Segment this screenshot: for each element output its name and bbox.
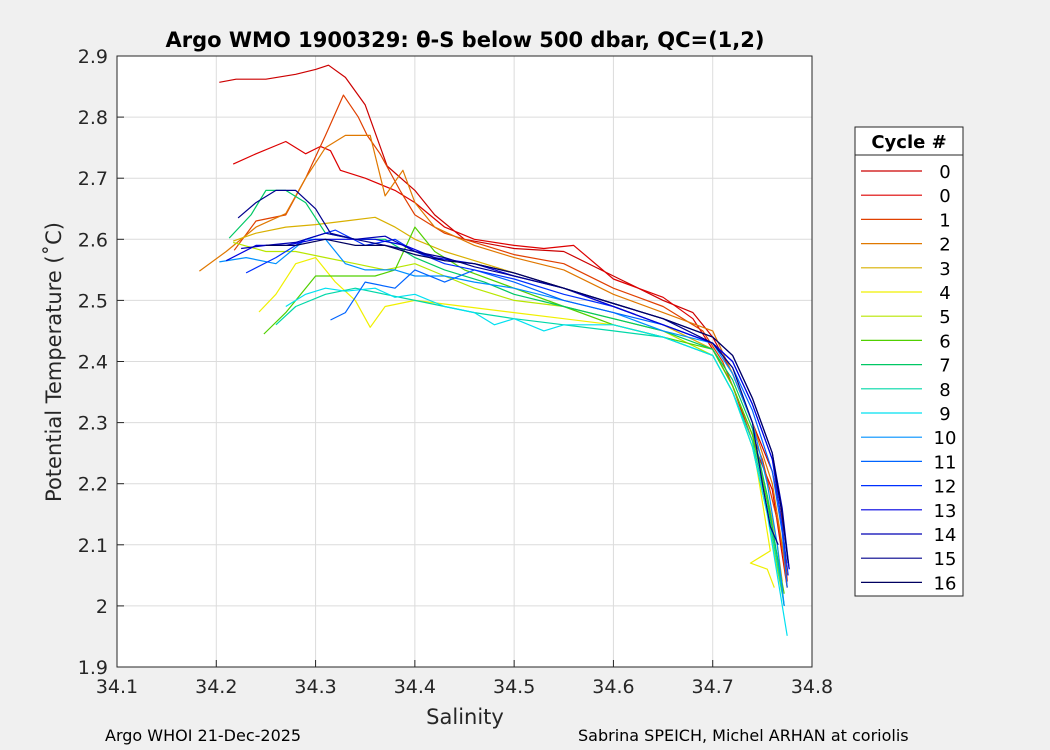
y-tick-label: 2.6 bbox=[78, 229, 108, 251]
x-tick-label: 34.4 bbox=[394, 676, 436, 698]
y-tick-label: 1.9 bbox=[78, 657, 108, 679]
legend-label: 12 bbox=[934, 477, 957, 498]
legend-label: 7 bbox=[939, 356, 950, 377]
series-line-cycle-8-9 bbox=[275, 287, 785, 606]
series-line-cycle-4-5 bbox=[258, 257, 775, 588]
series-line-cycle-9-10 bbox=[285, 287, 788, 636]
legend-label: 0 bbox=[939, 186, 950, 207]
y-tick-label: 2.5 bbox=[78, 290, 108, 312]
legend-title: Cycle # bbox=[871, 132, 946, 153]
y-tick-label: 2.3 bbox=[78, 413, 108, 435]
series-line-cycle-7-8 bbox=[228, 189, 785, 606]
legend-label: 5 bbox=[939, 307, 950, 328]
footer-right: Sabrina SPEICH, Michel ARHAN at coriolis bbox=[578, 726, 909, 745]
legend-label: 6 bbox=[939, 331, 950, 352]
y-tick-labels: 1.9 2 2.1 2.2 2.3 2.4 2.5 2.6 2.7 2.8 2.9 bbox=[78, 46, 108, 679]
plot-frame bbox=[116, 55, 813, 668]
legend-label: 16 bbox=[934, 573, 957, 594]
legend-label: 3 bbox=[939, 259, 950, 280]
legend-label: 2 bbox=[939, 235, 950, 256]
series-lines bbox=[199, 64, 790, 636]
y-tick-label: 2 bbox=[96, 596, 108, 618]
x-tick-label: 34.1 bbox=[96, 676, 138, 698]
legend-box bbox=[854, 126, 964, 597]
legend-label: 11 bbox=[934, 452, 957, 473]
x-tick-label: 34.5 bbox=[493, 676, 535, 698]
legend-label: 14 bbox=[934, 525, 957, 546]
footer-left: Argo WHOI 21-Dec-2025 bbox=[105, 726, 302, 745]
legend-label: 0 bbox=[939, 162, 950, 183]
series-line-cycle-1-2 bbox=[233, 94, 788, 576]
x-tick-label: 34.7 bbox=[692, 676, 734, 698]
series-line-cycle-15-16 bbox=[237, 189, 779, 546]
y-tick-label: 2.1 bbox=[78, 535, 108, 557]
x-tick-labels: 34.1 34.2 34.3 34.4 34.5 34.6 34.7 34.8 bbox=[96, 676, 833, 698]
y-tick-label: 2.2 bbox=[78, 474, 108, 496]
series-line-cycle-11-12 bbox=[330, 269, 788, 588]
legend-label: 8 bbox=[939, 380, 950, 401]
legend-label: 1 bbox=[939, 210, 950, 231]
series-line-cycle-10-11 bbox=[219, 238, 785, 606]
x-tick-label: 34.2 bbox=[195, 676, 237, 698]
x-tick-label: 34.6 bbox=[592, 676, 634, 698]
y-axis-label: Potential Temperature (˚C) bbox=[42, 222, 66, 502]
y-tick-label: 2.7 bbox=[78, 168, 108, 190]
y-tick-label: 2.8 bbox=[78, 107, 108, 129]
y-tick-label: 2.9 bbox=[78, 46, 108, 68]
x-axis-label: Salinity bbox=[426, 705, 504, 729]
legend-label: 13 bbox=[934, 501, 957, 522]
y-tick-label: 2.4 bbox=[78, 352, 108, 374]
legend-label: 4 bbox=[939, 283, 950, 304]
series-line-cycle-16-17 bbox=[265, 238, 789, 564]
legend-label: 15 bbox=[934, 549, 957, 570]
legend-label: 9 bbox=[939, 404, 950, 425]
x-tick-label: 34.3 bbox=[294, 676, 336, 698]
x-tick-label: 34.8 bbox=[791, 676, 833, 698]
legend-label: 10 bbox=[934, 428, 957, 449]
chart-title: Argo WMO 1900329: θ-S below 500 dbar, QC… bbox=[166, 28, 765, 52]
